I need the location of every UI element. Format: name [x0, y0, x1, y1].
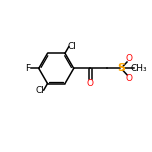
- Text: O: O: [125, 74, 133, 83]
- Text: F: F: [26, 64, 31, 73]
- Text: CH₃: CH₃: [131, 64, 147, 73]
- Text: O: O: [87, 79, 94, 88]
- Text: O: O: [125, 54, 133, 63]
- Text: Cl: Cl: [36, 86, 45, 95]
- Text: Cl: Cl: [68, 42, 77, 51]
- Text: S: S: [117, 63, 125, 73]
